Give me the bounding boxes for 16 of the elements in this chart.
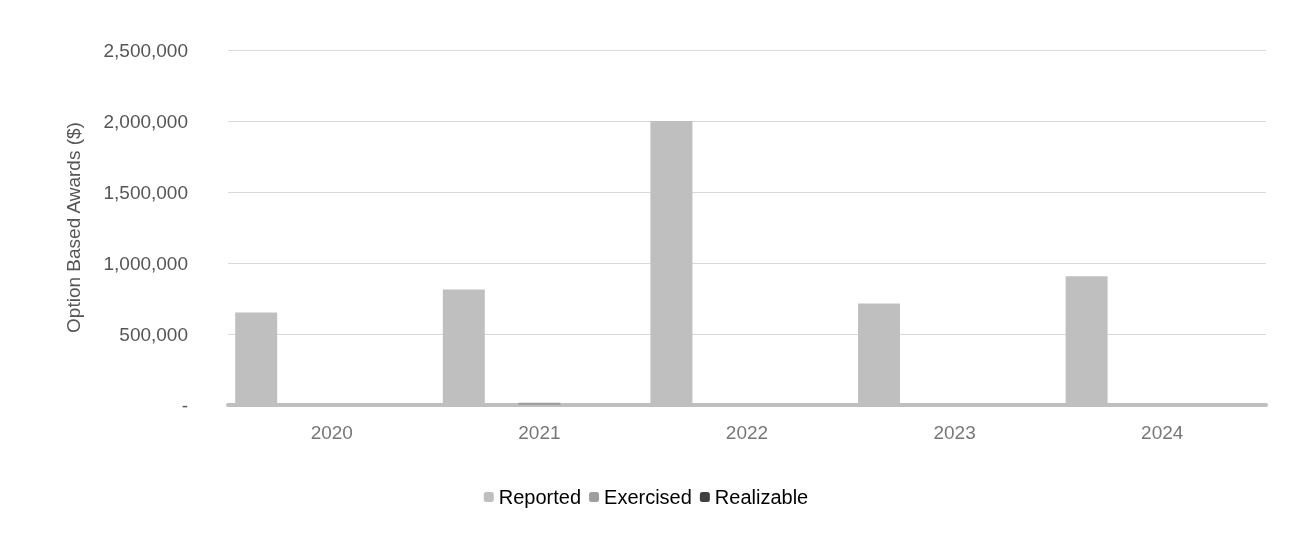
y-axis-title: Option Based Awards ($) [63,122,84,333]
x-tick-label: 2023 [933,422,976,443]
legend-label: Reported [498,486,582,508]
legend-label: Realizable [714,486,809,508]
legend-label: Exercised [604,486,692,508]
x-tick-label: 2024 [1141,422,1184,443]
x-tick-label: 2022 [725,422,769,443]
y-tick-label: 1,500,000 [103,181,188,203]
y-tick-label: 2,000,000 [103,110,188,132]
y-tick-label: - [181,394,188,416]
y-tick-label: 2,500,000 [103,39,188,61]
bar [518,402,561,405]
y-tick-label: 1,000,000 [103,252,188,274]
y-tick-label: 500,000 [119,323,188,345]
x-tick-label: 2020 [310,422,353,443]
x-tick-label: 2021 [518,422,561,443]
